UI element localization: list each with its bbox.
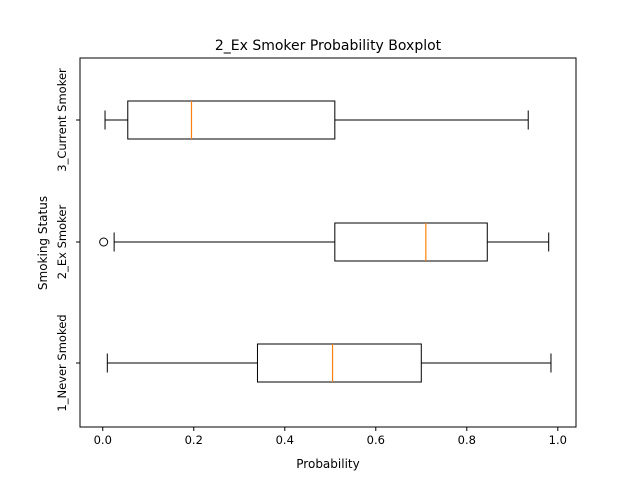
- x-tick-label: 0.6: [367, 433, 385, 447]
- x-tick-label: 0.0: [94, 433, 112, 447]
- y-tick-label: 1_Never Smoked: [55, 314, 69, 411]
- y-tick-label: 2_Ex Smoker: [55, 205, 69, 280]
- x-tick-label: 0.4: [276, 433, 294, 447]
- box-iqr: [127, 100, 336, 140]
- x-axis-label: Probability: [296, 457, 359, 471]
- box-iqr: [256, 343, 422, 383]
- plot-area: 0.0 0.2 0.4 0.6 0.8 1.0 1_Never Smoked 2_Ex Smo…: [55, 57, 577, 447]
- y-axis-label: Smoking Status: [36, 196, 50, 290]
- box-iqr: [334, 222, 488, 262]
- y-tick-label: 3_Current Smoker: [55, 68, 69, 172]
- x-tick-label: 0.8: [458, 433, 476, 447]
- chart-title: 2_Ex Smoker Probability Boxplot: [215, 38, 442, 54]
- x-tick-label: 1.0: [549, 433, 567, 447]
- outlier-point: [99, 237, 109, 247]
- x-tick-label: 0.2: [185, 433, 203, 447]
